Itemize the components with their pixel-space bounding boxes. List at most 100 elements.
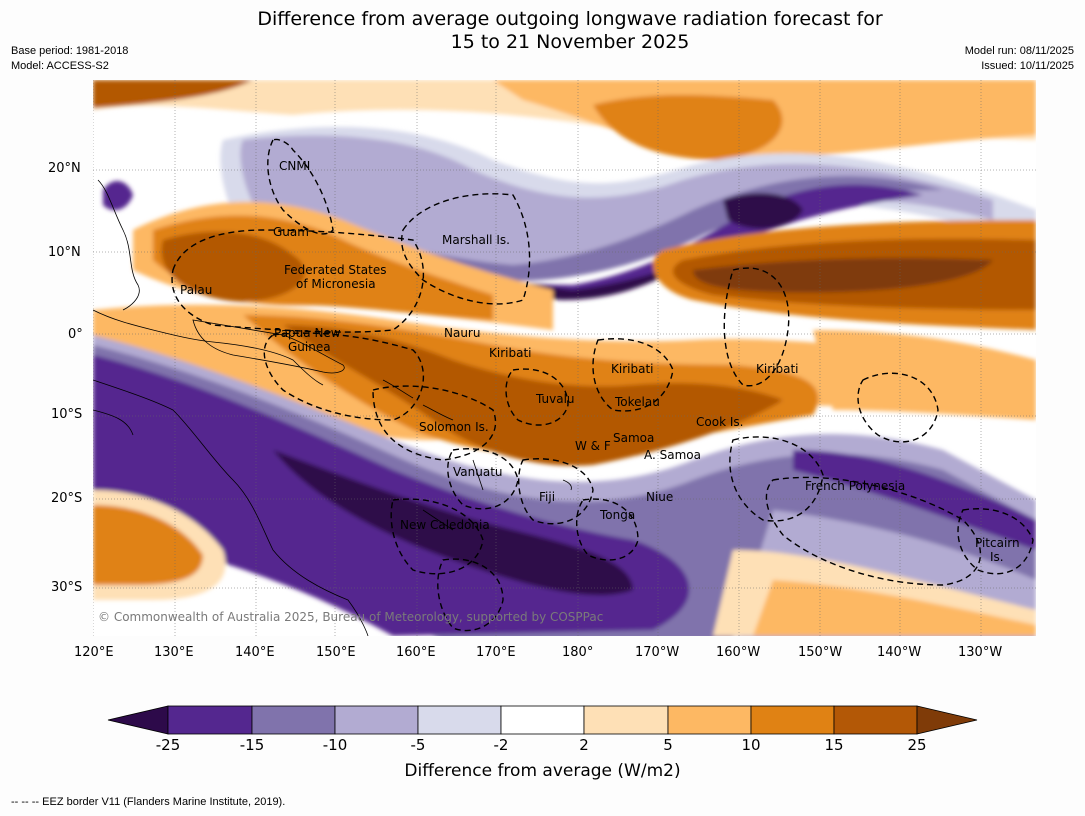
colorbar-tick: 10 [741, 736, 761, 754]
lon-tick: 180° [562, 645, 594, 660]
copyright-notice: © Commonwealth of Australia 2025, Bureau… [98, 610, 603, 624]
coast-solomons [382, 379, 454, 421]
negative-band-south-core [273, 450, 633, 596]
label-guam: Guam [273, 225, 309, 239]
label-fsm-1: Federated States [284, 263, 386, 277]
colorbar [107, 705, 978, 735]
label-tuvalu: Tuvalu [535, 392, 575, 406]
meta-right: Model run: 08/11/2025 Issued: 10/11/2025 [965, 44, 1074, 74]
negative-region-philippines [103, 180, 133, 211]
label-pitcairn-2: Is. [990, 550, 1004, 564]
eez-borders [171, 138, 1034, 632]
label-tonga: Tonga [599, 508, 635, 522]
lat-tick: 10°S [51, 407, 83, 422]
eez-kiribati-c [592, 338, 674, 412]
eez-fiji [518, 458, 594, 525]
lon-tick: 170°E [476, 645, 516, 660]
label-tokelau: Tokelau [614, 395, 660, 409]
colorbar-tick: 2 [579, 736, 589, 754]
negative-region-french-polynesia [793, 450, 1036, 550]
colorbar-bin [417, 705, 502, 735]
colorbar-bin [334, 705, 419, 735]
lon-tick: 140°W [877, 645, 922, 660]
colorbar-tick: -10 [322, 736, 348, 754]
lon-tick: 160°E [396, 645, 436, 660]
lon-tick: 150°W [798, 645, 843, 660]
label-american-samoa: A. Samoa [644, 448, 701, 462]
label-kiribati-central: Kiribati [611, 362, 653, 376]
coast-fiji [562, 479, 572, 491]
lat-tick: 20°N [48, 161, 81, 176]
label-niue: Niue [646, 490, 673, 504]
label-png-1: Papua New [274, 326, 341, 340]
label-cook: Cook Is. [696, 415, 743, 429]
eez-cnmi [267, 138, 334, 235]
coastlines [93, 179, 572, 636]
eez-marshall [401, 193, 531, 305]
base-period: Base period: 1981-2018 [11, 45, 129, 57]
colorbar-tick: -5 [410, 736, 426, 754]
label-kiribati-east: Kiribati [756, 362, 798, 376]
label-samoa: Samoa [613, 431, 654, 445]
colorbar-tick: -2 [493, 736, 509, 754]
coast-philippines [97, 179, 140, 311]
label-png-2: Guinea [288, 340, 331, 354]
positive-region-southwest-core [93, 505, 203, 585]
lat-tick: 10°N [48, 245, 81, 260]
positive-region-southeast-core [753, 580, 1036, 636]
lon-tick: 130°W [958, 645, 1003, 660]
eez-kiribati-e [723, 267, 790, 387]
label-marshall: Marshall Is. [442, 233, 510, 247]
label-new-caledonia: New Caledonia [400, 518, 490, 532]
eez-png [263, 332, 425, 421]
lat-tick: 0° [68, 327, 83, 342]
label-pitcairn-1: Pitcairn [975, 536, 1020, 550]
graticule [93, 80, 1036, 636]
model-run: Model run: 08/11/2025 [964, 45, 1074, 57]
lon-tick: 160°W [716, 645, 761, 660]
title-line-2: 15 to 21 November 2025 [450, 31, 690, 53]
colorbar-tick: 25 [907, 736, 927, 754]
eez-newzealand [437, 558, 504, 632]
coast-vanuatu [472, 459, 484, 491]
label-vanuatu: Vanuatu [453, 465, 503, 479]
colorbar-tick: 15 [824, 736, 844, 754]
label-fiji: Fiji [539, 490, 555, 504]
label-palau: Palau [180, 283, 212, 297]
eez-cook [729, 436, 824, 522]
label-nauru: Nauru [444, 326, 480, 340]
eez-tonga [576, 498, 639, 561]
eez-tuvalu [505, 368, 569, 426]
positive-top-left [93, 80, 253, 108]
colorbar-tick: -25 [155, 736, 181, 754]
label-kiribati-west: Kiribati [489, 346, 531, 360]
label-fsm-2: of Micronesia [296, 277, 376, 291]
colorbar-extend-high [916, 705, 978, 735]
coast-new-caledonia [422, 509, 454, 531]
label-solomon: Solomon Is. [419, 420, 489, 434]
label-wallis-futuna: W & F [575, 439, 611, 453]
colorbar-bin [833, 705, 918, 735]
lon-tick: 170°W [635, 645, 680, 660]
eez-pitcairn [957, 508, 1034, 575]
lon-tick: 130°E [154, 645, 194, 660]
lon-tick: 150°E [316, 645, 356, 660]
colorbar-bin [583, 705, 669, 735]
eez-french-polynesia [765, 476, 982, 586]
coast-australia [93, 379, 369, 636]
coast-australia-west [93, 409, 134, 436]
positive-region-east-peak [693, 258, 993, 293]
colorbar-bin [251, 705, 336, 735]
eez-kiribati-e2 [857, 372, 939, 443]
coast-new-guinea [192, 319, 345, 374]
colorbar-bin [167, 705, 253, 735]
issued-date: Issued: 10/11/2025 [981, 60, 1074, 72]
colorbar-bin [500, 705, 585, 735]
lon-tick: 140°E [235, 645, 275, 660]
eez-fsm [171, 229, 425, 333]
positive-band-west-peak [161, 231, 305, 302]
colorbar-extend-low [107, 705, 169, 735]
model-name: Model: ACCESS-S2 [11, 60, 109, 72]
colorbar-tick: 5 [663, 736, 673, 754]
label-cnmi: CNMI [279, 159, 310, 173]
